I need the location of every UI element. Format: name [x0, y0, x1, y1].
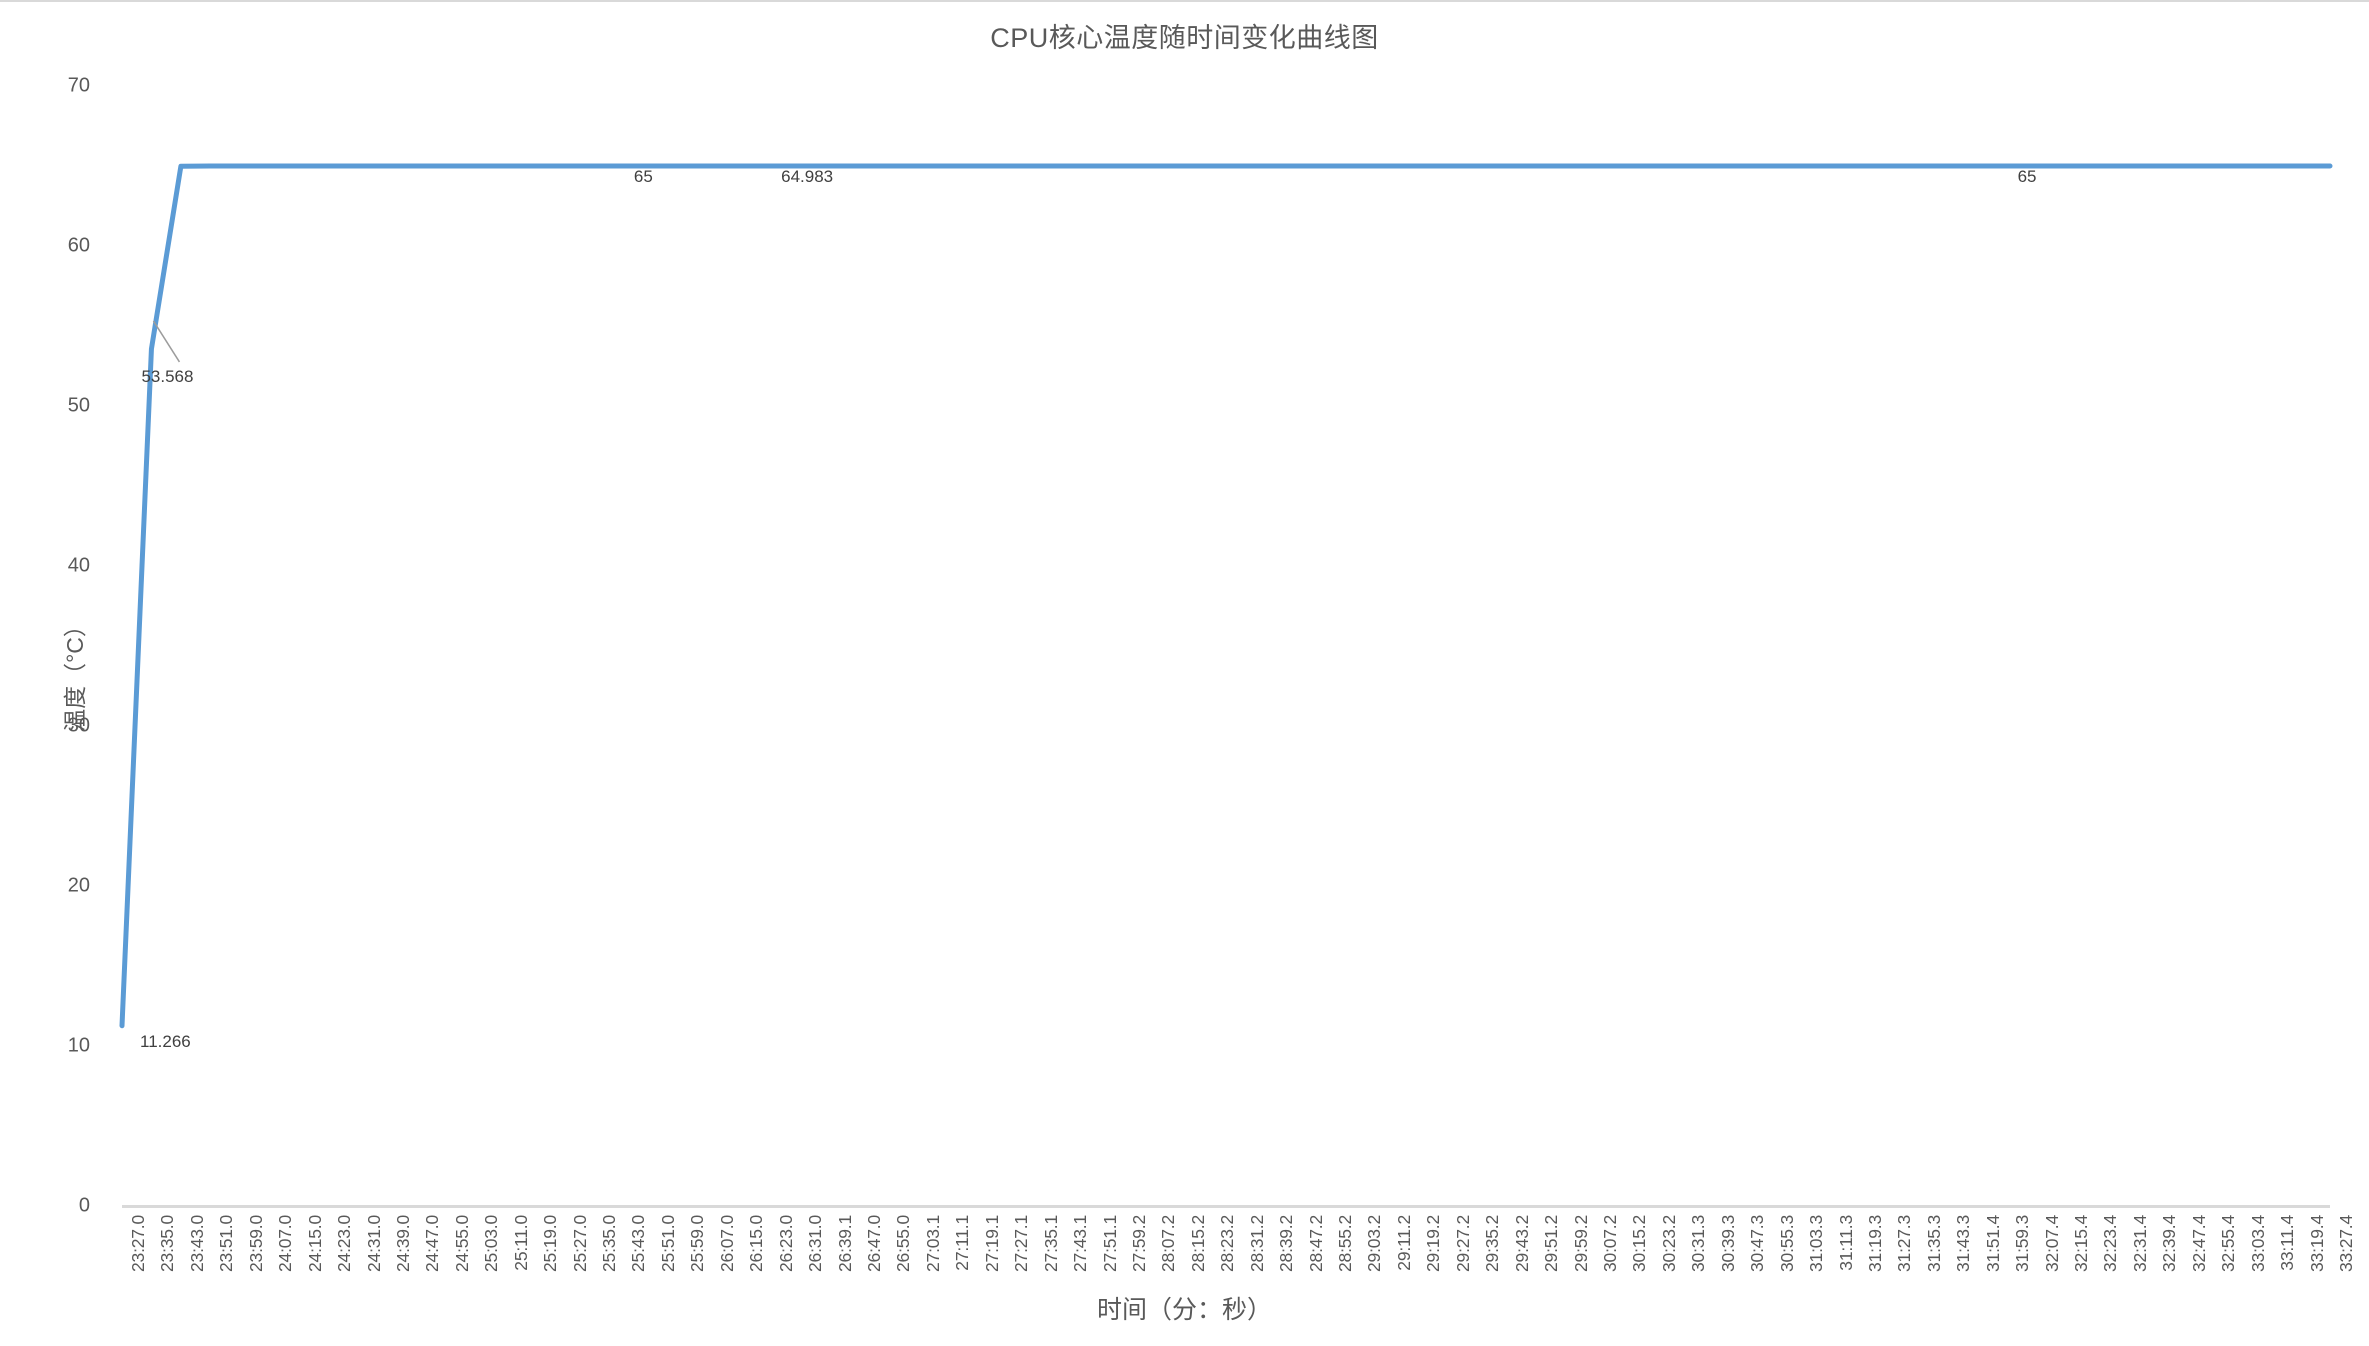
x-axis-tick-label: 28:55.2: [1335, 1215, 1356, 1272]
x-axis-tick-label: 25:19.0: [540, 1215, 561, 1272]
x-axis-tick-label: 27:19.1: [981, 1215, 1002, 1272]
series-line-cpu-temp: [119, 163, 2333, 1029]
x-axis-tick-label: 26:15.0: [746, 1215, 767, 1272]
data-label-leader-lines: [152, 320, 181, 363]
data-point-label: 11.266: [140, 1031, 191, 1051]
x-axis-tick-label: 33:19.4: [2306, 1215, 2327, 1272]
x-axis-tick-label: 25:11.0: [510, 1215, 531, 1271]
x-axis-tick-label: 31:51.4: [1982, 1215, 2003, 1272]
x-axis-tick-label: 25:35.0: [599, 1215, 620, 1272]
x-axis-tick-label: 25:59.0: [687, 1215, 708, 1272]
y-axis-tick-60: 60: [67, 234, 90, 257]
data-point-label: 65: [2017, 167, 2037, 186]
data-point-label: 64.983: [781, 167, 834, 187]
x-axis-tick-label: 28:39.2: [1276, 1215, 1297, 1272]
x-axis-tick-label: 32:15.4: [2071, 1215, 2092, 1272]
x-axis-tick-label: 27:35.1: [1040, 1215, 1061, 1272]
x-axis-tick-label: 32:31.4: [2129, 1215, 2150, 1272]
x-axis-tick-label: 33:03.4: [2247, 1215, 2268, 1272]
y-axis-tick-40: 40: [67, 554, 90, 577]
x-axis-tick-label: 28:07.2: [1158, 1215, 1179, 1272]
x-axis-tick-label: 31:27.3: [1894, 1215, 1915, 1272]
x-axis-tick-label: 23:59.0: [245, 1215, 266, 1272]
x-axis-tick-label: 25:51.0: [657, 1215, 678, 1272]
x-axis-tick-label: 27:27.1: [1011, 1215, 1032, 1272]
x-axis-tick-label: 25:43.0: [628, 1215, 649, 1272]
x-axis-tick-label: 28:47.2: [1305, 1215, 1326, 1272]
x-axis-tick-label: 29:11.2: [1393, 1215, 1414, 1271]
x-axis-tick-label: 31:59.3: [2012, 1215, 2033, 1272]
y-axis-tick-30: 30: [67, 714, 90, 737]
chart-title: CPU核心温度随时间变化曲线图: [990, 23, 1379, 53]
y-axis-tick-20: 20: [67, 874, 90, 897]
x-axis-tick-label: 29:59.2: [1570, 1215, 1591, 1272]
x-axis-tick-label: 23:35.0: [157, 1215, 178, 1272]
x-axis-tick-label: 31:03.3: [1806, 1215, 1827, 1272]
x-axis-tick-label: 23:27.0: [128, 1215, 148, 1272]
x-axis-tick-label: 29:03.2: [1364, 1215, 1385, 1272]
x-axis-tick-label: 26:47.0: [864, 1215, 884, 1272]
x-axis-tick-label: 27:11.1: [952, 1215, 973, 1271]
x-axis-tick-label: 31:35.3: [1923, 1215, 1944, 1272]
x-axis-tick-label: 33:11.4: [2277, 1215, 2298, 1271]
x-axis-tick-label: 30:15.2: [1629, 1215, 1650, 1272]
x-axis-tick-label: 29:35.2: [1482, 1215, 1503, 1272]
x-axis-tick-label: 31:43.3: [1953, 1215, 1974, 1272]
x-axis-tick-label: 26:07.0: [716, 1215, 737, 1272]
x-axis-tick-label: 32:47.4: [2188, 1215, 2209, 1272]
x-axis-tick-label: 32:39.4: [2159, 1215, 2180, 1272]
x-axis-tick-label: 29:19.2: [1423, 1215, 1444, 1272]
x-axis-tick-label: 30:55.3: [1776, 1215, 1797, 1272]
x-axis-tick-label: 25:03.0: [481, 1215, 502, 1272]
x-axis-tick-label: 30:47.3: [1747, 1215, 1768, 1272]
x-axis-tick-label: 23:51.0: [216, 1215, 237, 1272]
data-point-label: 65: [633, 167, 653, 186]
x-axis-tick-label: 29:27.2: [1452, 1215, 1473, 1272]
x-axis-tick-label: 28:31.2: [1246, 1215, 1267, 1272]
x-axis-tick-label: 29:51.2: [1541, 1215, 1562, 1272]
x-axis-tick-label: 24:07.0: [275, 1215, 296, 1272]
x-axis-line: [122, 1205, 2330, 1208]
x-axis-tick-label: 30:39.3: [1717, 1215, 1738, 1272]
data-point-label: 53.568: [141, 366, 194, 386]
x-axis-tick-label: 26:23.0: [775, 1215, 796, 1272]
x-axis-tick-label: 26:31.0: [805, 1215, 826, 1272]
x-axis-tick-label: 33:27.4: [2336, 1215, 2356, 1272]
x-axis-tick-label: 27:59.2: [1128, 1215, 1149, 1272]
x-axis-tick-label: 24:55.0: [451, 1215, 472, 1272]
x-axis-tick-label: 30:23.2: [1658, 1215, 1679, 1272]
x-axis-tick-label: 27:51.1: [1099, 1215, 1120, 1272]
x-axis-tick-label: 24:15.0: [304, 1215, 325, 1272]
x-axis-tick-label: 31:11.3: [1835, 1215, 1856, 1271]
x-axis-tick-label: 23:43.0: [186, 1215, 207, 1272]
x-axis-tick-label: 27:03.1: [922, 1215, 943, 1272]
x-axis-tick-label: 25:27.0: [569, 1215, 590, 1272]
x-axis-tick-label: 32:07.4: [2041, 1215, 2062, 1272]
x-axis-tick-label: 30:07.2: [1600, 1215, 1620, 1272]
x-axis-tick-label: 24:47.0: [422, 1215, 443, 1272]
x-axis-tick-label: 31:19.3: [1864, 1215, 1885, 1272]
x-axis-tick-label: 26:55.0: [893, 1215, 914, 1272]
x-axis-tick-label: 27:43.1: [1070, 1215, 1091, 1272]
x-axis-tick-label: 24:23.0: [334, 1215, 355, 1272]
x-axis-title: 时间（分：秒）: [1096, 1296, 1272, 1324]
x-axis-tick-label: 26:39.1: [834, 1215, 855, 1272]
x-axis-tick-label: 30:31.3: [1688, 1215, 1709, 1272]
y-axis-tick-10: 10: [67, 1034, 90, 1057]
x-axis-tick-label: 29:43.2: [1511, 1215, 1532, 1272]
x-axis-tick-label: 24:31.0: [363, 1215, 384, 1272]
x-axis-tick-label: 32:23.4: [2100, 1215, 2121, 1272]
y-axis-tick-50: 50: [67, 394, 90, 417]
x-axis-tick-label: 28:15.2: [1187, 1215, 1208, 1272]
data-label-leader-line: [152, 320, 181, 363]
x-axis-tick-label: 28:23.2: [1217, 1215, 1238, 1272]
x-axis-tick-label: 24:39.0: [392, 1215, 413, 1272]
y-axis-tick-0: 0: [78, 1194, 90, 1217]
y-axis-tick-70: 70: [67, 74, 90, 97]
x-axis-tick-label: 32:55.4: [2218, 1215, 2239, 1272]
